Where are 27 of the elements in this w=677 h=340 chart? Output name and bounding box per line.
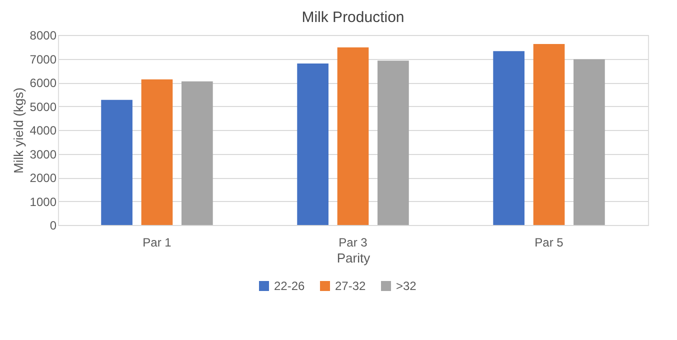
- x-axis-title: Parity: [336, 250, 371, 266]
- y-axis-title: Milk yield (kgs): [10, 88, 26, 174]
- legend-label: >32: [396, 279, 417, 293]
- x-tick-label: Par 3: [338, 236, 368, 250]
- chart-title: Milk Production: [302, 9, 404, 26]
- y-tick-label: 7000: [30, 52, 57, 66]
- bar: [182, 81, 213, 225]
- bar: [297, 64, 328, 225]
- x-tick-label: Par 1: [142, 236, 172, 250]
- y-tick-label: 8000: [30, 28, 57, 42]
- x-tick-label: Par 5: [534, 236, 564, 250]
- bar: [574, 59, 605, 225]
- bar: [141, 79, 173, 225]
- bar: [101, 100, 132, 225]
- bar: [533, 44, 565, 225]
- bar: [337, 47, 369, 225]
- legend-label: 22-26: [274, 279, 306, 293]
- bar: [493, 51, 524, 225]
- y-tick-label: 1000: [30, 194, 57, 209]
- y-tick-label: 5000: [30, 100, 57, 114]
- y-tick-label: 2000: [30, 171, 57, 185]
- y-tick-label: 0: [50, 218, 57, 232]
- y-tick-label: 6000: [30, 76, 57, 90]
- y-tick-label: 4000: [30, 124, 57, 138]
- legend-label: 27-32: [335, 279, 366, 293]
- bar: [378, 60, 409, 225]
- y-tick-label: 3000: [30, 147, 57, 162]
